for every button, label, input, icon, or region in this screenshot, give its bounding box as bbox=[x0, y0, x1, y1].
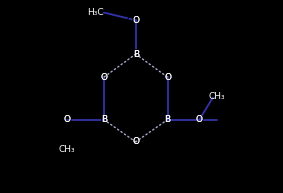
Text: O: O bbox=[196, 115, 203, 124]
Text: B: B bbox=[101, 115, 107, 124]
Text: O: O bbox=[196, 115, 203, 124]
Text: O: O bbox=[164, 73, 171, 82]
Text: O: O bbox=[100, 73, 107, 82]
Text: O: O bbox=[64, 115, 71, 124]
Text: —O: —O bbox=[119, 16, 135, 25]
Text: B: B bbox=[101, 115, 107, 124]
Text: O: O bbox=[132, 137, 139, 146]
Text: B: B bbox=[100, 115, 108, 125]
Text: O: O bbox=[100, 73, 107, 82]
Text: O: O bbox=[195, 115, 203, 125]
Text: O: O bbox=[132, 16, 139, 25]
Text: O: O bbox=[64, 115, 71, 124]
Text: O: O bbox=[63, 115, 71, 125]
Text: O: O bbox=[132, 137, 140, 147]
Text: O: O bbox=[132, 15, 140, 25]
Text: B: B bbox=[164, 115, 171, 124]
Text: B: B bbox=[164, 115, 171, 125]
Text: B: B bbox=[132, 49, 139, 59]
Text: O: O bbox=[132, 137, 139, 146]
Text: CH₃: CH₃ bbox=[59, 145, 76, 154]
Text: O: O bbox=[100, 72, 108, 82]
Text: O: O bbox=[163, 72, 172, 82]
Text: H₃C: H₃C bbox=[87, 8, 104, 17]
Text: B: B bbox=[133, 50, 139, 58]
Text: O: O bbox=[164, 73, 171, 82]
Text: O: O bbox=[132, 16, 139, 25]
Text: B: B bbox=[164, 115, 171, 124]
Text: B: B bbox=[133, 50, 139, 58]
Text: CH₃: CH₃ bbox=[209, 92, 225, 101]
